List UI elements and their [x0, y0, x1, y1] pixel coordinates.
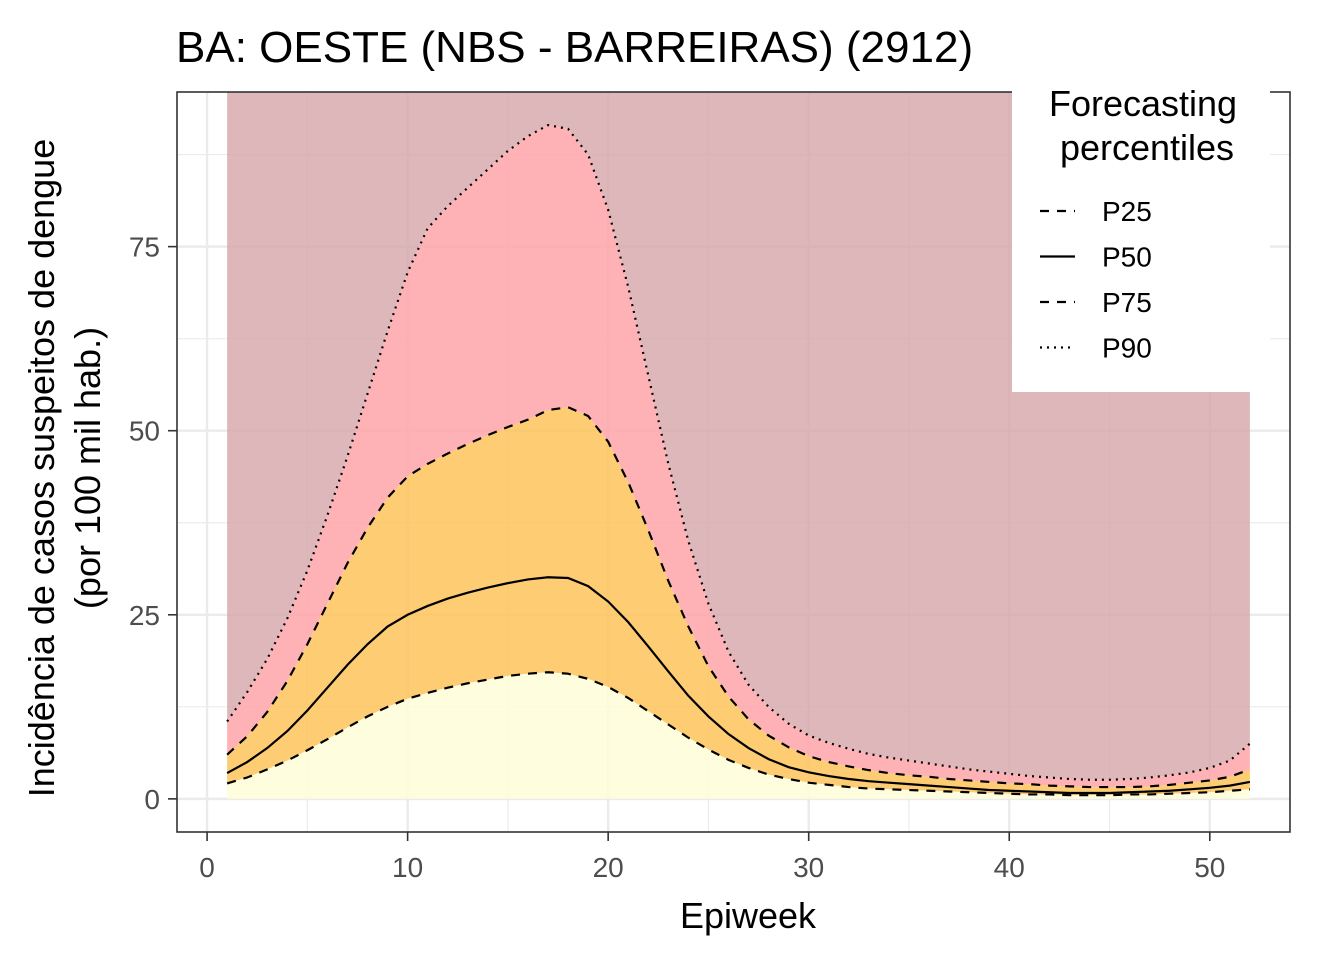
legend-label-p75: P75: [1102, 287, 1152, 318]
legend-label-p25: P25: [1102, 196, 1152, 227]
x-tick-label: 50: [1194, 852, 1225, 883]
x-axis-label: Epiweek: [680, 895, 817, 936]
series-line-p25: [226, 671, 1250, 797]
y-tick-label: 0: [144, 784, 160, 815]
legend: Forecasting percentiles P25 P50 P75 P90: [1012, 76, 1270, 392]
band-p25-p75: [227, 407, 1250, 796]
legend-items: P25 P50 P75 P90: [1040, 196, 1152, 364]
legend-label-p50: P50: [1102, 242, 1152, 273]
x-tick-label: 40: [994, 852, 1025, 883]
chart-title: BA: OESTE (NBS - BARREIRAS) (2912): [176, 23, 973, 72]
band-below-p25: [227, 672, 1250, 799]
legend-background: [1012, 76, 1270, 392]
y-axis-label-line1: Incidência de casos suspeitos de dengue: [21, 139, 62, 797]
band-above-p90: [227, 92, 1250, 780]
x-tick-label: 0: [199, 852, 215, 883]
y-axis-label: Incidência de casos suspeitos de dengue …: [21, 139, 108, 797]
band-p75-p90: [227, 125, 1250, 788]
series-line-p50: [226, 576, 1251, 795]
legend-label-p90: P90: [1102, 333, 1152, 364]
y-tick-label: 50: [129, 416, 160, 447]
x-tick-label: 10: [392, 852, 423, 883]
y-tick-label: 25: [129, 600, 160, 631]
panel-border: [176, 91, 1291, 833]
y-tick-label: 75: [129, 232, 160, 263]
x-tick-label: 30: [793, 852, 824, 883]
x-tick-label: 20: [593, 852, 624, 883]
axes: 0 10 20 30 40 50 0 25 50 75: [129, 232, 1226, 883]
legend-title-line2: percentiles: [1060, 127, 1234, 168]
y-axis-label-line2: (por 100 mil hab.): [67, 327, 108, 609]
legend-title-line1: Forecasting: [1049, 83, 1237, 124]
